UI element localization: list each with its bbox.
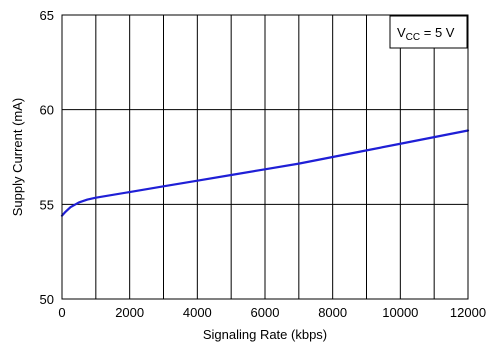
annotation-rest: = 5 V bbox=[420, 25, 455, 40]
x-tick-label: 10000 bbox=[382, 305, 418, 320]
y-axis-title: Supply Current (mA) bbox=[10, 98, 25, 216]
x-axis-title: Signaling Rate (kbps) bbox=[203, 327, 327, 342]
x-tick-label: 12000 bbox=[450, 305, 486, 320]
x-tick-label: 4000 bbox=[183, 305, 212, 320]
x-tick-labels: 0 2000 4000 6000 8000 10000 12000 bbox=[58, 305, 486, 320]
y-tick-label: 60 bbox=[40, 103, 54, 118]
y-tick-label: 65 bbox=[40, 8, 54, 23]
y-tick-labels: 50 55 60 65 bbox=[40, 8, 54, 307]
x-tick-label: 6000 bbox=[251, 305, 280, 320]
annotation-subscript: CC bbox=[406, 32, 420, 43]
vcc-annotation: VCC = 5 V bbox=[389, 15, 468, 49]
x-tick-label: 2000 bbox=[115, 305, 144, 320]
y-tick-label: 55 bbox=[40, 197, 54, 212]
x-tick-label: 0 bbox=[58, 305, 65, 320]
grid bbox=[62, 15, 468, 299]
annotation-text: VCC = 5 V bbox=[397, 25, 455, 43]
annotation-box bbox=[389, 15, 468, 49]
plot-frame bbox=[61, 14, 469, 300]
y-tick-label: 50 bbox=[40, 292, 54, 307]
annotation-main: V bbox=[397, 25, 406, 40]
series-group bbox=[60, 129, 470, 217]
series-line-0 bbox=[60, 129, 470, 217]
x-tick-label: 8000 bbox=[318, 305, 347, 320]
